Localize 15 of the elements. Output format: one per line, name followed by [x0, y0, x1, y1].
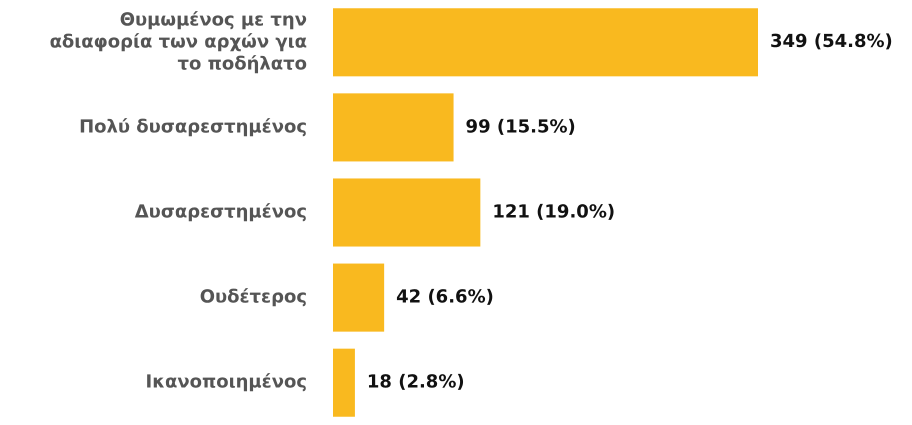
data-label: 121 (19.0%) — [492, 201, 616, 222]
bar — [333, 93, 454, 162]
bar — [333, 178, 480, 247]
bar — [333, 264, 384, 332]
data-label: 99 (15.5%) — [466, 116, 576, 138]
y-tick-label: Ικανοποιημένος — [146, 372, 307, 393]
bar — [333, 8, 758, 76]
y-tick-label: Πολύ δυσαρεστημένος — [79, 116, 307, 138]
data-label: 349 (54.8%) — [770, 31, 893, 52]
y-tick-label: Δυσαρεστημένος — [134, 201, 307, 222]
y-tick-label: Ουδέτερος — [200, 286, 307, 308]
bar — [333, 348, 355, 417]
data-label: 18 (2.8%) — [366, 372, 465, 393]
data-label: 42 (6.6%) — [396, 286, 494, 308]
y-tick-label: Θυμωμένος με την αδιαφορία των αρχών για το ποδήλατο — [50, 9, 307, 74]
